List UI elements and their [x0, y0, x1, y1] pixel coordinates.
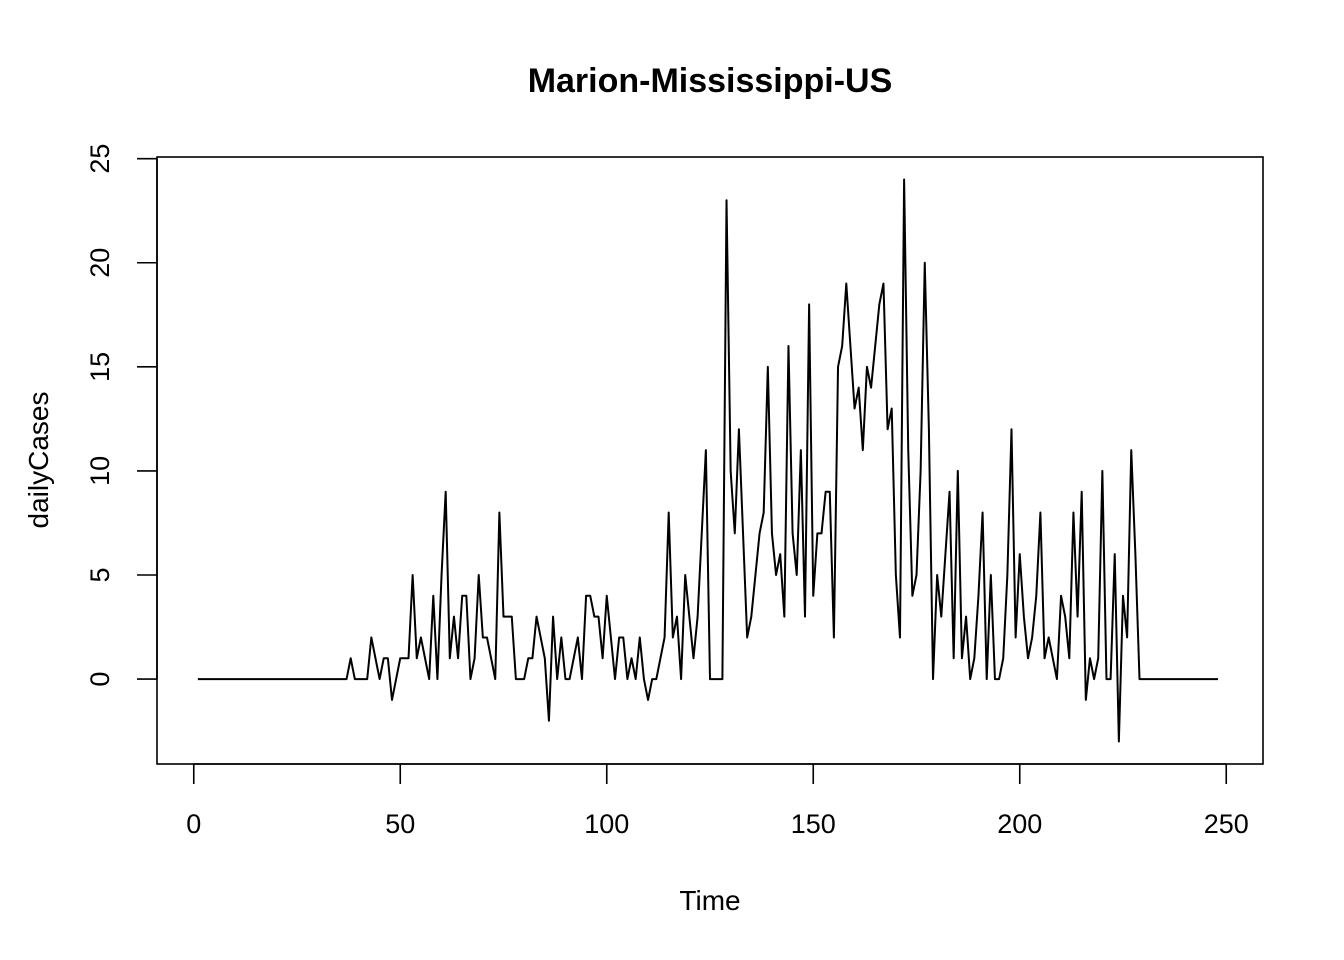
x-axis-label: Time: [679, 885, 740, 916]
chart-title: Marion-Mississippi-US: [528, 62, 893, 100]
x-tick-label: 200: [997, 809, 1042, 839]
y-tick-label: 0: [85, 672, 115, 687]
y-tick-label: 15: [85, 352, 115, 382]
x-tick-label: 150: [791, 809, 836, 839]
y-axis: 0 5 10 15 20 25: [85, 144, 158, 687]
y-tick-label: 25: [85, 144, 115, 174]
y-axis-label: dailyCases: [23, 392, 54, 529]
series-line-daily-cases: [197, 178, 1218, 743]
y-tick-label: 5: [85, 567, 115, 582]
x-tick-label: 0: [186, 809, 201, 839]
x-tick-label: 250: [1204, 809, 1249, 839]
y-tick-label: 20: [85, 248, 115, 278]
y-tick-label: 10: [85, 456, 115, 486]
x-axis: 0 50 100 150 200 250: [186, 763, 1249, 839]
x-tick-label: 50: [385, 809, 415, 839]
x-tick-label: 100: [584, 809, 629, 839]
